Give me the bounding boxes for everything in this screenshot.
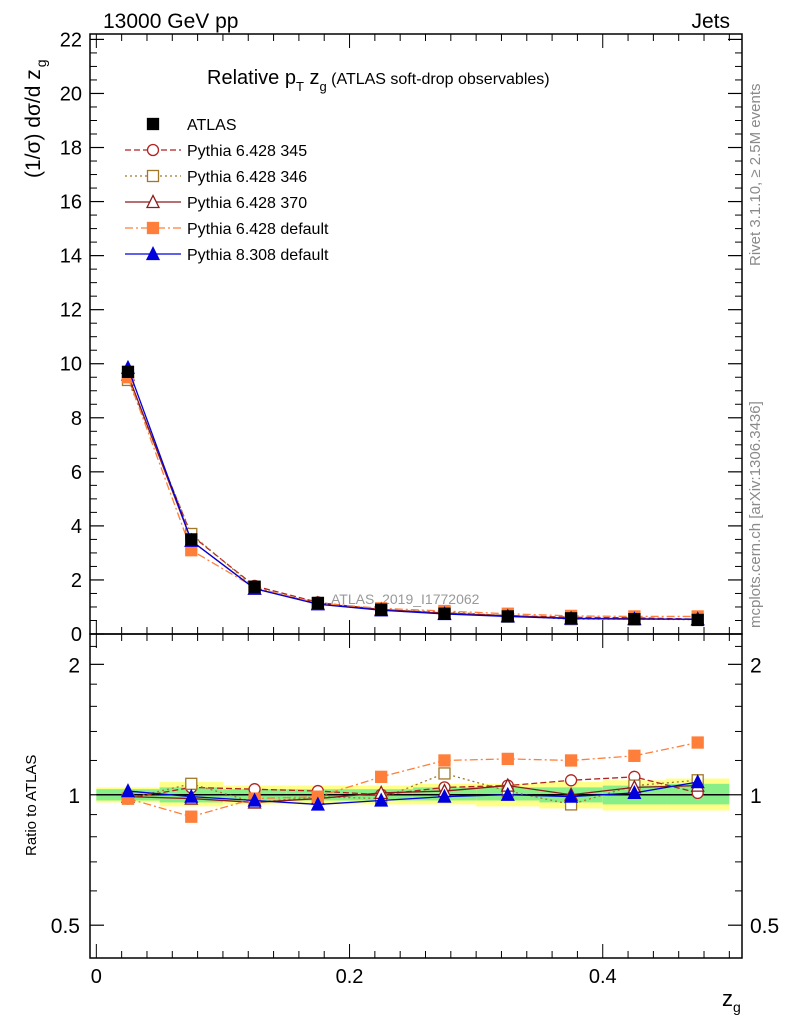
xlabel-main: z [722, 986, 733, 1011]
ratio-point-4-2 [247, 792, 262, 807]
main-ytick-label: 10 [60, 354, 82, 376]
main-ytick-label: 2 [71, 570, 82, 592]
side-label-rivet: Rivet 3.1.10, ≥ 2.5M events [747, 84, 764, 267]
main-point-5-9 [691, 613, 704, 627]
side-label-mcplots: mcplots.cern.ch [arXiv:1306.3436] [747, 401, 764, 628]
ratio-ytick-label: 1 [68, 785, 80, 808]
legend-label-2: Pythia 6.428 346 [187, 169, 307, 186]
legend-marker-2 [146, 169, 160, 183]
title-suffix: (ATLAS soft-drop observables) [327, 71, 550, 88]
main-ytick-label: 6 [71, 462, 82, 484]
main-ytick-label: 14 [60, 246, 82, 268]
main-ytick-label: 20 [60, 83, 82, 105]
main-series-line-2 [127, 374, 698, 621]
ratio-ytick-label-right: 0.5 [750, 915, 779, 938]
main-ytick-label: 0 [71, 624, 82, 646]
ratio-ytick-label-right: 1 [750, 785, 762, 808]
ratio-ytick-label: 0.5 [51, 915, 80, 938]
main-series-line-1 [127, 379, 698, 621]
main-point-5-4 [375, 603, 388, 616]
chart-title: Relative pT zg (ATLAS soft-drop observab… [207, 67, 550, 94]
xlabel-sub: g [733, 999, 741, 1015]
ratio-point-4-5 [437, 788, 452, 803]
legend-label-4: Pythia 6.428 default [187, 221, 329, 238]
legend-marker-3 [145, 194, 161, 209]
ratio-panel [96, 736, 730, 823]
title-sub1: T [296, 79, 304, 94]
ratio-ytick-label-right: 2 [750, 654, 762, 677]
header-left: 13000 GeV pp [103, 10, 238, 33]
ratio-series-line-1 [127, 772, 698, 806]
ratio-point-4-1 [184, 788, 199, 803]
main-series-line-3 [127, 377, 698, 618]
main-ytick-label: 22 [60, 29, 82, 51]
ratio-frame [89, 633, 743, 959]
legend: ATLAS Pythia 6.428 345 Pythia 6.428 346 Pyt… [125, 117, 329, 264]
main-series-line-0 [127, 377, 698, 620]
legend-label-3: Pythia 6.428 370 [187, 195, 307, 212]
ratio-ylabel: Ratio to ATLAS [23, 755, 40, 856]
title-sub2: g [319, 79, 326, 94]
ratio-point-4-9 [690, 774, 705, 789]
main-ytick-label: 8 [71, 408, 82, 430]
legend-marker-0 [146, 117, 160, 131]
ratio-point-4-8 [627, 784, 642, 800]
analysis-watermark: ATLAS_2019_I1772062 [331, 591, 480, 607]
main-point-5-5 [438, 607, 451, 620]
legend-marker-5 [145, 246, 161, 261]
main-ytick-label: 4 [71, 516, 82, 538]
ratio-point-1-1 [185, 777, 198, 790]
ratio-point-3-7 [564, 754, 578, 767]
legend-label-0: ATLAS [187, 117, 237, 134]
main-ytick-label: 12 [60, 300, 82, 322]
ratio-series-line-3 [127, 741, 698, 818]
main-ylabel: (1/σ) dσ/d z g [22, 59, 49, 178]
ratio-xtick-label: 0.4 [589, 966, 617, 988]
main-point-5-7 [564, 612, 578, 625]
ratio-point-4-0 [120, 783, 136, 798]
main-point-5-6 [501, 610, 514, 623]
legend-label-5: Pythia 8.308 default [187, 247, 329, 264]
main-point-5-2 [248, 580, 261, 593]
title-prefix: Relative p [207, 67, 296, 89]
ratio-series-line-4 [127, 781, 698, 806]
ratio-point-3-8 [628, 749, 641, 762]
legend-marker-4 [146, 221, 160, 235]
main-ylabel-sub: g [33, 59, 49, 67]
main-series [120, 359, 705, 627]
x-axis-label: zg [722, 986, 741, 1015]
title-mid: z [304, 67, 320, 89]
ratio-series-line-2 [127, 784, 698, 804]
main-ytick-label: 16 [60, 192, 82, 214]
ratio-point-4-4 [374, 792, 389, 807]
ratio-point-3-4 [375, 770, 388, 783]
main-ylabel-main: (1/σ) dσ/d z [22, 69, 45, 178]
ratio-point-3-1 [185, 810, 198, 823]
main-series-line-4 [127, 367, 698, 620]
ratio-point-4-7 [564, 788, 579, 803]
main-point-5-1 [185, 533, 198, 546]
main-point-5-8 [628, 612, 641, 626]
ratio-series-line-0 [127, 776, 698, 800]
header-right: Jets [691, 10, 730, 33]
legend-label-1: Pythia 6.428 345 [187, 143, 307, 160]
ratio-point-1-5 [438, 767, 451, 780]
ratio-point-4-3 [310, 796, 325, 811]
main-point-5-3 [311, 596, 325, 610]
ratio-point-3-6 [501, 752, 514, 766]
main-ytick-label: 18 [60, 138, 82, 160]
ratio-point-3-9 [691, 736, 704, 749]
ratio-ytick-label: 2 [68, 654, 80, 677]
legend-marker-1 [146, 143, 160, 157]
ratio-xtick-label: 0.2 [336, 966, 364, 988]
ratio-point-3-5 [438, 754, 451, 767]
ratio-point-4-6 [500, 786, 515, 801]
main-point-5-0 [121, 365, 135, 378]
ratio-xtick-label: 0 [91, 966, 102, 988]
ratio-point-0-7 [564, 774, 578, 787]
